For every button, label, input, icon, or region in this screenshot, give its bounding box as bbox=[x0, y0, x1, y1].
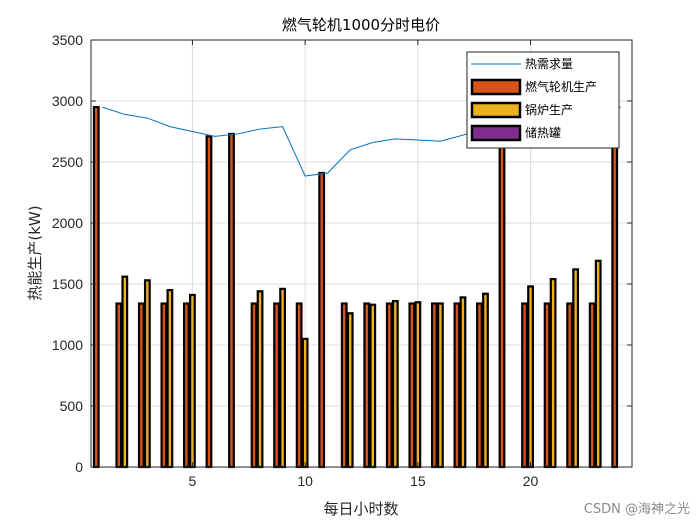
y-axis-label: 热能生产(kW) bbox=[26, 205, 44, 300]
y-tick-label: 0 bbox=[75, 459, 83, 475]
y-tick-label: 500 bbox=[60, 398, 84, 414]
bar-gas-turbine bbox=[92, 105, 100, 469]
bar-gas-turbine bbox=[318, 171, 326, 469]
bar-gas-turbine bbox=[205, 135, 213, 469]
bar-boiler bbox=[279, 287, 287, 469]
x-tick-label: 5 bbox=[189, 473, 197, 489]
bar-gas-turbine bbox=[340, 302, 348, 469]
bar-boiler bbox=[143, 279, 151, 469]
bar-gas-turbine bbox=[363, 302, 371, 469]
bar-gas-turbine bbox=[566, 302, 574, 469]
x-axis-label: 每日小时数 bbox=[323, 500, 398, 518]
y-tick-label: 2500 bbox=[52, 154, 83, 170]
bar-gas-turbine bbox=[250, 302, 258, 469]
bar-boiler bbox=[549, 278, 557, 469]
bar-boiler bbox=[572, 268, 580, 469]
bar-boiler bbox=[189, 293, 196, 469]
bar-gas-turbine bbox=[273, 302, 281, 469]
bar-gas-turbine bbox=[543, 302, 551, 469]
bar-boiler bbox=[256, 290, 264, 469]
legend-label: 燃气轮机生产 bbox=[525, 79, 597, 94]
bar-boiler bbox=[391, 299, 399, 469]
bar-boiler bbox=[414, 301, 422, 469]
y-tick-label: 3000 bbox=[52, 93, 83, 109]
legend-label: 锅炉生产 bbox=[525, 102, 573, 117]
bar-boiler bbox=[369, 303, 377, 469]
bar-gas-turbine bbox=[137, 302, 145, 469]
bar-gas-turbine bbox=[295, 302, 303, 469]
bar-gas-turbine bbox=[408, 302, 416, 469]
bar-gas-turbine bbox=[453, 302, 461, 469]
legend-label: 储热罐 bbox=[525, 125, 561, 140]
x-tick-label: 10 bbox=[297, 473, 313, 489]
legend-patch-swatch bbox=[470, 124, 522, 142]
legend-patch-swatch bbox=[470, 78, 522, 96]
bar-boiler bbox=[166, 289, 174, 469]
axis-ticks: 0 500 1000 1500 2000 2500 3000 3500 5 10 15 20 bbox=[52, 32, 632, 489]
bar-gas-turbine bbox=[160, 302, 168, 469]
legend-label: 热需求量 bbox=[525, 57, 573, 71]
watermark: CSDN @海神之光 bbox=[584, 502, 690, 517]
x-tick-label: 15 bbox=[410, 473, 426, 489]
bar-gas-turbine bbox=[611, 105, 619, 469]
bar-boiler bbox=[459, 296, 467, 469]
bar-gas-turbine bbox=[430, 302, 438, 469]
plot-frame bbox=[90, 39, 633, 468]
bar-boiler bbox=[594, 259, 602, 469]
bar-boiler bbox=[301, 337, 309, 469]
y-tick-label: 2000 bbox=[52, 215, 83, 231]
x-tick-label: 20 bbox=[523, 473, 539, 489]
bar-series-group bbox=[92, 105, 619, 469]
bar-gas-turbine bbox=[588, 302, 596, 469]
bar-boiler bbox=[121, 275, 129, 469]
bar-boiler bbox=[436, 302, 444, 469]
y-tick-label: 1000 bbox=[52, 337, 83, 353]
chart-title: 燃气轮机1000分时电价 bbox=[282, 16, 440, 34]
bar-gas-turbine bbox=[498, 120, 506, 469]
bar-boiler bbox=[346, 312, 354, 469]
bar-gas-turbine bbox=[228, 132, 235, 469]
y-tick-label: 1500 bbox=[52, 276, 83, 292]
legend-patch-swatch bbox=[470, 101, 522, 119]
bar-gas-turbine bbox=[521, 302, 528, 469]
y-tick-label: 3500 bbox=[52, 32, 83, 48]
bar-boiler bbox=[482, 292, 489, 469]
bar-gas-turbine bbox=[476, 302, 483, 469]
bar-gas-turbine bbox=[183, 302, 190, 469]
bar-gas-turbine bbox=[115, 302, 123, 469]
bar-boiler bbox=[527, 285, 534, 469]
bar-gas-turbine bbox=[385, 302, 393, 469]
